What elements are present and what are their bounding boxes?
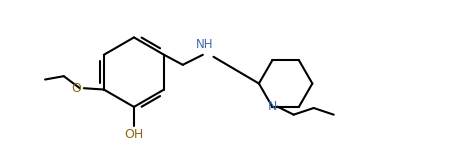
Text: O: O	[71, 82, 81, 95]
Text: NH: NH	[195, 38, 213, 51]
Text: N: N	[268, 100, 277, 113]
Text: OH: OH	[124, 128, 144, 141]
